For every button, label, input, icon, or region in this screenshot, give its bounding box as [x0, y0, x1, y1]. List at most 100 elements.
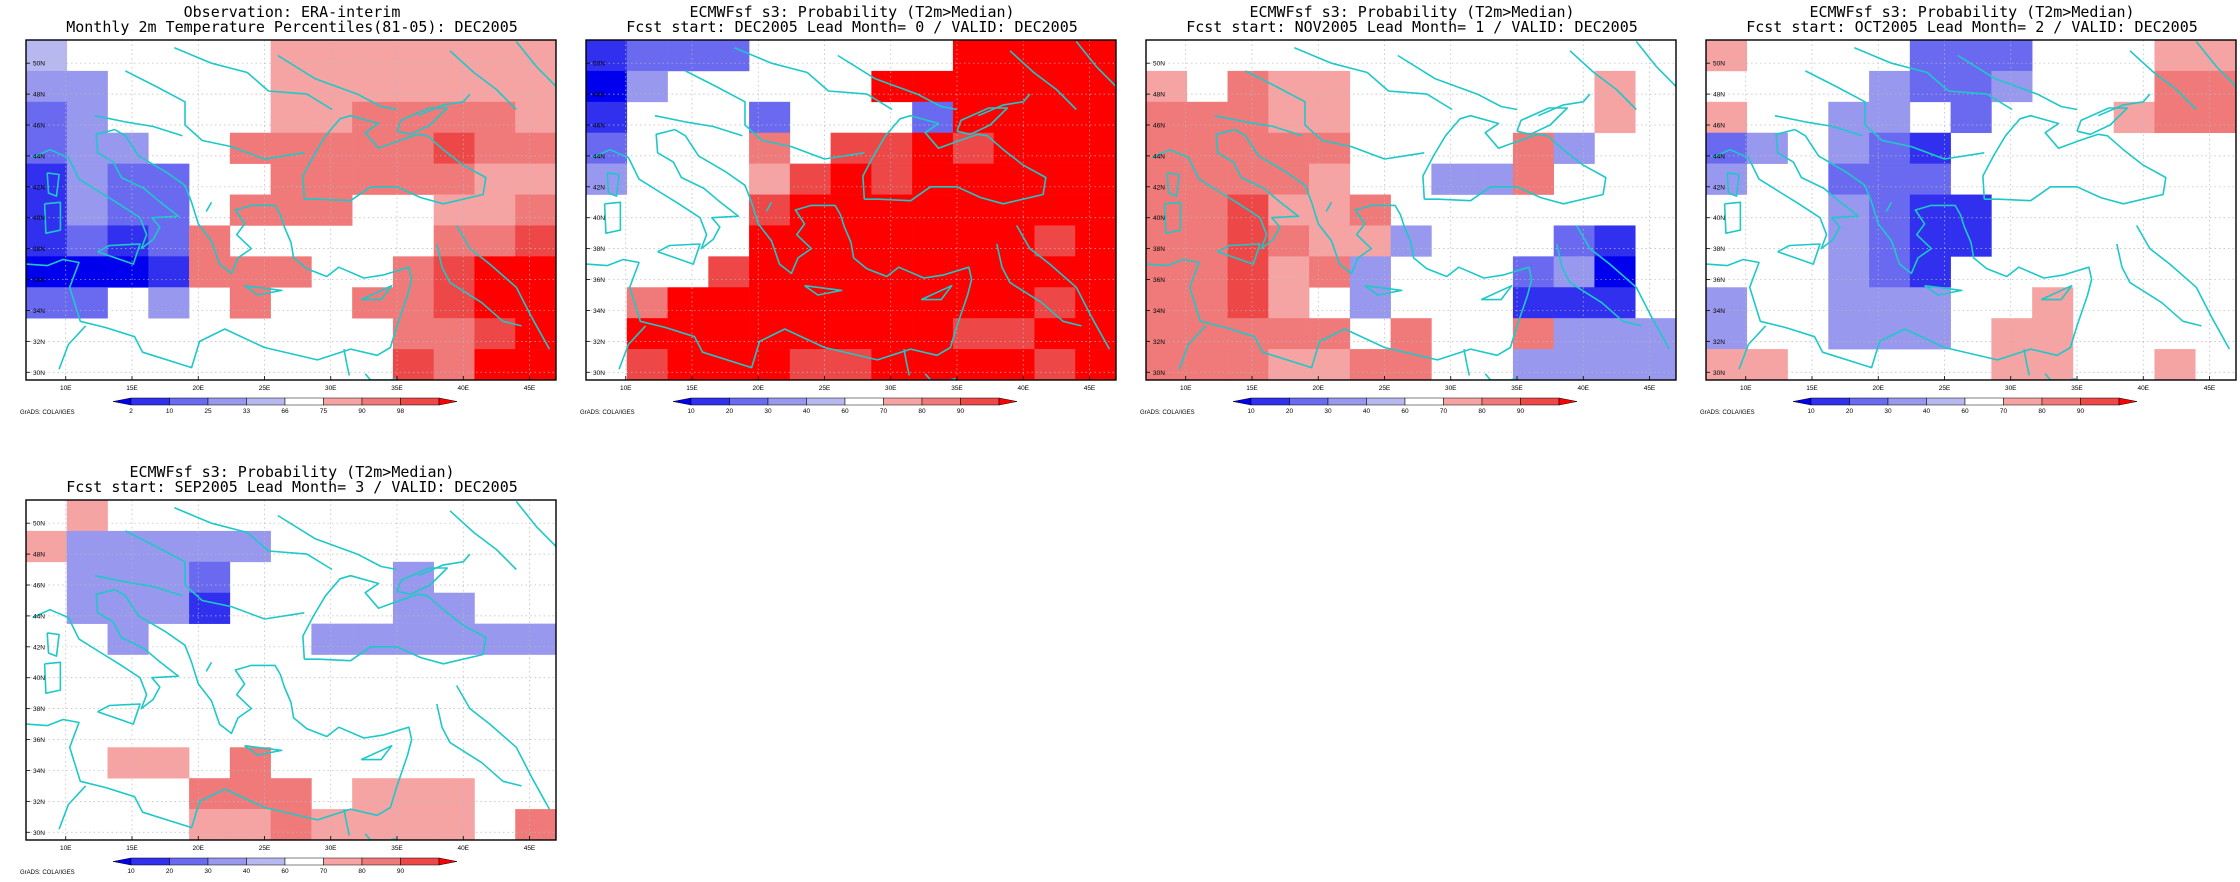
grid-cell — [1034, 349, 1076, 381]
grid-cell — [474, 163, 516, 195]
map-frame — [25, 39, 557, 381]
grid-cell — [66, 132, 108, 164]
lon-tick-label: 35E — [951, 385, 963, 392]
lat-tick-label: 46N — [593, 123, 605, 130]
grid-cell — [66, 500, 108, 532]
grid-cell — [912, 194, 954, 226]
coastline — [97, 243, 141, 265]
grid-cell — [66, 225, 108, 257]
coastline — [1015, 225, 1111, 350]
grid-cell — [1146, 132, 1188, 164]
lat-tick-label: 38N — [1713, 246, 1725, 253]
coastline — [417, 93, 471, 117]
grid-cell — [1594, 101, 1636, 134]
coastline — [364, 833, 396, 840]
legend-tick-label: 70 — [1440, 408, 1448, 415]
coastline — [1009, 50, 1077, 111]
coastline — [343, 348, 351, 376]
grid-cell — [1909, 40, 1951, 72]
lon-tick-label: 15E — [126, 385, 138, 392]
panel-title-line2: Fcst start: NOV2005 Lead Month= 1 / VALI… — [1186, 18, 1638, 36]
grid-cell — [352, 40, 394, 72]
legend-tick-label: 90 — [1517, 408, 1525, 415]
coastline — [58, 785, 87, 830]
grid-cell — [1309, 194, 1351, 226]
coastline — [1924, 284, 1963, 296]
legend-tick-label: 20 — [1286, 408, 1294, 415]
grid-cell — [1991, 40, 2033, 72]
grid-cell — [993, 194, 1035, 226]
grid-cell — [66, 592, 108, 624]
lon-tick-label: 10E — [60, 845, 72, 852]
grid-cell — [1075, 225, 1117, 257]
map-panel-1: Observation: ERA-interim Monthly 2m Tempe… — [18, 2, 566, 422]
grid-cell — [1991, 70, 2033, 103]
coastline — [1397, 54, 1518, 111]
grid-cell — [871, 318, 913, 350]
legend-tick-label: 20 — [166, 868, 174, 875]
grid-cell — [1146, 163, 1188, 195]
grads-credit: GrADS: COLA/IGES — [580, 410, 635, 416]
grid-cell — [433, 225, 475, 257]
coastline — [1726, 172, 1740, 197]
grid-cell — [311, 70, 353, 103]
legend-tick-label: 25 — [204, 408, 212, 415]
grid-cell — [871, 70, 913, 103]
grid-cell — [1268, 287, 1310, 319]
grid-cell — [789, 163, 831, 195]
grid-cell — [66, 287, 108, 319]
coastline — [1245, 70, 1425, 160]
grid-cell — [871, 163, 913, 195]
grid-cell — [392, 778, 434, 810]
lat-tick-label: 42N — [33, 644, 45, 651]
grid-cell — [433, 623, 475, 655]
map-panel-5: ECMWFsf s3: Probability (T2m>Median) Fcst… — [18, 462, 566, 882]
coastline — [360, 284, 393, 301]
grid-cell — [433, 592, 475, 624]
coastline — [302, 574, 487, 665]
grid-cell — [2154, 349, 2196, 381]
grid-cell — [667, 349, 709, 381]
grid-cell — [474, 132, 516, 164]
legend-tick-label: 10 — [127, 868, 135, 875]
legend-tick-label: 70 — [320, 868, 328, 875]
grid-cell — [749, 287, 791, 319]
lat-tick-label: 40N — [33, 215, 45, 222]
grid-cell — [229, 287, 271, 319]
grid-cell — [1512, 349, 1554, 381]
grid-cell — [667, 287, 709, 319]
lat-tick-label: 40N — [593, 215, 605, 222]
coastline — [1163, 201, 1182, 234]
grid-cell — [1309, 101, 1351, 134]
grid-cell — [1349, 225, 1391, 257]
lon-tick-label: 35E — [391, 845, 403, 852]
coastline — [205, 201, 213, 212]
coastline — [657, 243, 701, 265]
coastline — [1294, 46, 1453, 111]
grid-cell — [830, 287, 872, 319]
grid-cell — [749, 225, 791, 257]
color-legend: 10 20 30 40 60 70 80 90 — [672, 397, 1018, 415]
coastline — [920, 284, 953, 301]
legend-tick-label: 90 — [2077, 408, 2085, 415]
grid-cell — [392, 561, 434, 594]
grid-cell — [1869, 287, 1911, 319]
grid-cell — [830, 163, 872, 195]
grid-cell — [1075, 318, 1117, 350]
grid-cell — [270, 101, 312, 134]
coastline — [2129, 50, 2197, 111]
grid-cell — [1512, 318, 1554, 350]
legend-tick-label: 20 — [1846, 408, 1854, 415]
legend-tick-label: 30 — [1884, 408, 1892, 415]
grid-cell — [952, 40, 994, 72]
lat-tick-label: 30N — [33, 370, 45, 377]
lat-tick-label: 38N — [33, 246, 45, 253]
grid-cell — [392, 592, 434, 624]
grid-cell — [392, 809, 434, 841]
grid-cell — [1268, 163, 1310, 195]
grid-cell — [708, 287, 750, 319]
grid-cell — [515, 101, 557, 134]
lon-tick-label: 35E — [391, 385, 403, 392]
grid-cell — [952, 132, 994, 164]
grid-cell — [1034, 132, 1076, 164]
